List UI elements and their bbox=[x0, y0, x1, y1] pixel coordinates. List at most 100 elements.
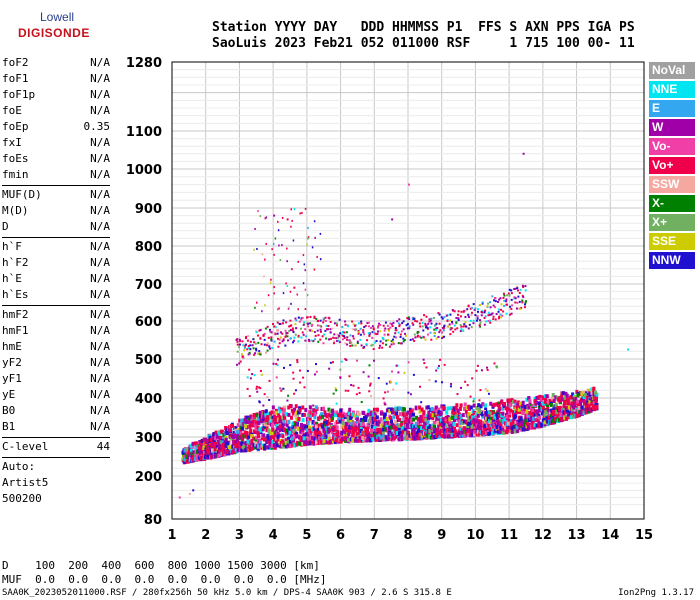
echo-point bbox=[286, 332, 289, 335]
echo-point bbox=[259, 387, 262, 390]
echo-point bbox=[324, 329, 327, 332]
echo-point bbox=[467, 432, 471, 437]
echo-point bbox=[437, 364, 440, 367]
echo-point bbox=[295, 410, 299, 415]
echo-point bbox=[248, 395, 251, 398]
echo-point bbox=[224, 437, 228, 442]
echo-point bbox=[523, 306, 526, 309]
echo-point bbox=[261, 310, 263, 313]
echo-point bbox=[352, 337, 355, 340]
echo-point bbox=[325, 434, 329, 439]
echo-point bbox=[463, 406, 467, 411]
echo-point bbox=[469, 405, 473, 410]
echo-point bbox=[202, 437, 206, 442]
echo-point bbox=[517, 415, 521, 420]
echo-point bbox=[359, 426, 363, 431]
echo-point bbox=[390, 410, 394, 415]
param-row-hmf2: hmF2 N/A bbox=[2, 308, 110, 324]
echo-point bbox=[380, 423, 384, 428]
echo-point bbox=[306, 322, 309, 325]
echo-point bbox=[415, 415, 419, 420]
lowell-digisonde-logo: Lowell DIGISONDE bbox=[4, 8, 89, 44]
echo-point bbox=[498, 414, 502, 419]
echo-point bbox=[288, 325, 291, 328]
echo-point bbox=[336, 429, 340, 434]
echo-point bbox=[317, 423, 321, 428]
echo-point bbox=[462, 429, 466, 434]
echo-point bbox=[326, 328, 329, 331]
echo-point bbox=[310, 339, 313, 342]
echo-point bbox=[379, 340, 382, 343]
echo-point bbox=[404, 431, 408, 436]
legend-item-nnw: NNW bbox=[649, 252, 695, 269]
echo-point bbox=[356, 342, 359, 345]
echo-point bbox=[587, 388, 591, 393]
echo-point bbox=[524, 419, 528, 424]
echo-point bbox=[441, 335, 444, 338]
echo-point bbox=[428, 429, 432, 434]
echo-point bbox=[527, 422, 531, 427]
echo-point bbox=[282, 387, 285, 390]
echo-point bbox=[435, 369, 438, 372]
echo-point bbox=[561, 417, 565, 422]
echo-point bbox=[365, 438, 369, 443]
echo-point bbox=[392, 435, 396, 440]
param-row-yf2: yF2 N/A bbox=[2, 356, 110, 372]
echo-point bbox=[541, 405, 545, 410]
echo-point bbox=[500, 303, 503, 306]
echo-point bbox=[446, 318, 449, 321]
echo-point bbox=[275, 423, 279, 428]
echo-point bbox=[546, 406, 550, 411]
echo-point bbox=[335, 402, 338, 405]
echo-point bbox=[390, 343, 393, 346]
echo-point bbox=[223, 452, 227, 457]
echo-point bbox=[310, 440, 314, 445]
echo-point bbox=[579, 400, 583, 405]
echo-point bbox=[557, 407, 561, 412]
echo-point bbox=[533, 423, 537, 428]
echo-point bbox=[514, 402, 518, 407]
echo-point bbox=[361, 436, 365, 441]
echo-point bbox=[290, 408, 294, 413]
param-row-he: h`E N/A bbox=[2, 272, 110, 288]
echo-point bbox=[279, 336, 282, 339]
echo-point bbox=[420, 336, 423, 339]
echo-point bbox=[383, 333, 386, 336]
echo-point bbox=[298, 320, 301, 323]
echo-point bbox=[403, 338, 406, 341]
echo-point bbox=[294, 333, 297, 336]
echo-point bbox=[495, 413, 499, 418]
echo-point bbox=[295, 442, 299, 447]
echo-point bbox=[404, 332, 407, 335]
plot-frame bbox=[171, 61, 645, 520]
echo-point bbox=[431, 409, 435, 414]
legend-item-vo: Vo- bbox=[649, 138, 695, 155]
echo-point bbox=[248, 351, 251, 354]
echo-point bbox=[563, 401, 567, 406]
param-value: N/A bbox=[90, 256, 110, 269]
echo-point bbox=[574, 396, 578, 401]
echo-point bbox=[271, 248, 273, 251]
echo-point bbox=[369, 428, 373, 433]
echo-point bbox=[350, 341, 353, 344]
param-row-hme: hmE N/A bbox=[2, 340, 110, 356]
echo-point bbox=[356, 359, 359, 362]
echo-point bbox=[476, 315, 479, 318]
echo-point bbox=[304, 288, 307, 291]
echo-point bbox=[429, 319, 432, 322]
echo-point bbox=[345, 428, 349, 433]
echo-point bbox=[302, 282, 305, 285]
echo-point bbox=[455, 414, 459, 419]
echo-point bbox=[479, 319, 482, 322]
echo-point bbox=[254, 352, 257, 355]
param-row-auto: Auto: bbox=[2, 460, 110, 476]
echo-point bbox=[246, 439, 250, 444]
echo-point bbox=[473, 424, 477, 429]
echo-point bbox=[314, 424, 318, 429]
echo-point bbox=[214, 430, 218, 435]
echo-point bbox=[334, 387, 337, 390]
echo-point bbox=[351, 433, 355, 438]
echo-point bbox=[294, 323, 297, 326]
echo-point bbox=[397, 342, 400, 345]
echo-point bbox=[499, 400, 503, 405]
